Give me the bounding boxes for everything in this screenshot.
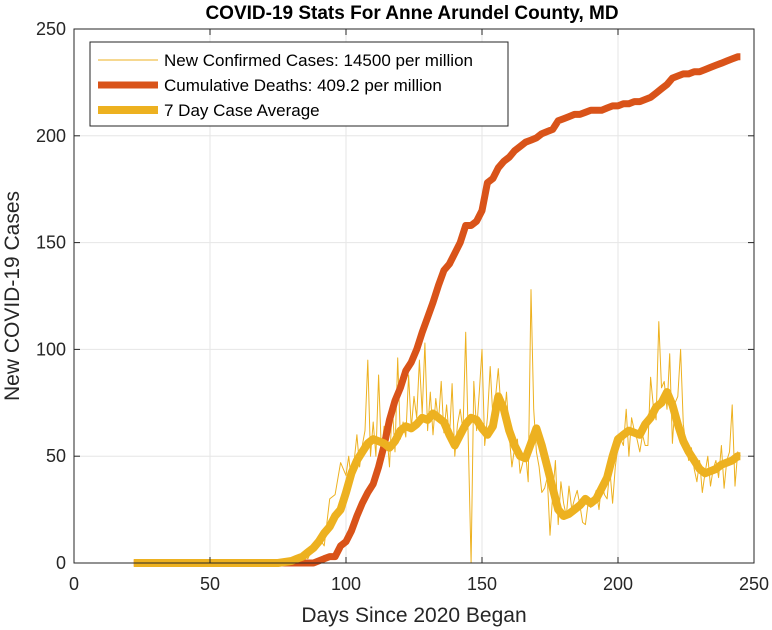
- legend-entry: 7 Day Case Average: [164, 101, 320, 120]
- y-tick-label: 0: [56, 553, 66, 573]
- y-tick-label: 250: [36, 19, 66, 39]
- x-tick-label: 150: [467, 574, 497, 594]
- legend-box: [89, 41, 509, 127]
- chart-title: COVID-19 Stats For Anne Arundel County, …: [205, 3, 618, 24]
- legend-entry: New Confirmed Cases: 14500 per million: [164, 51, 473, 70]
- series-line-1: [133, 53, 742, 567]
- y-axis-label: New COVID-19 Cases: [1, 191, 24, 401]
- legend-entry: Cumulative Deaths: 409.2 per million: [164, 76, 442, 95]
- x-tick-label: 0: [69, 574, 79, 594]
- y-tick-label: 200: [36, 126, 66, 146]
- y-tick-label: 150: [36, 233, 66, 253]
- axis-ticks: 0 50 100 150 200 250 0 50 100 150 200 250: [36, 19, 769, 594]
- x-axis-label: Days Since 2020 Began: [301, 604, 526, 627]
- series-line-0: [133, 289, 741, 564]
- y-tick-label: 100: [36, 339, 66, 359]
- x-tick-label: 250: [739, 574, 769, 594]
- plot-area: [133, 53, 742, 567]
- axes-box: [73, 28, 755, 564]
- x-tick-label: 200: [603, 574, 633, 594]
- x-tick-label: 100: [331, 574, 361, 594]
- legend: New Confirmed Cases: 14500 per million Cu…: [89, 41, 509, 127]
- x-tick-label: 50: [200, 574, 220, 594]
- y-tick-label: 50: [46, 446, 66, 466]
- series-line-2: [133, 388, 742, 567]
